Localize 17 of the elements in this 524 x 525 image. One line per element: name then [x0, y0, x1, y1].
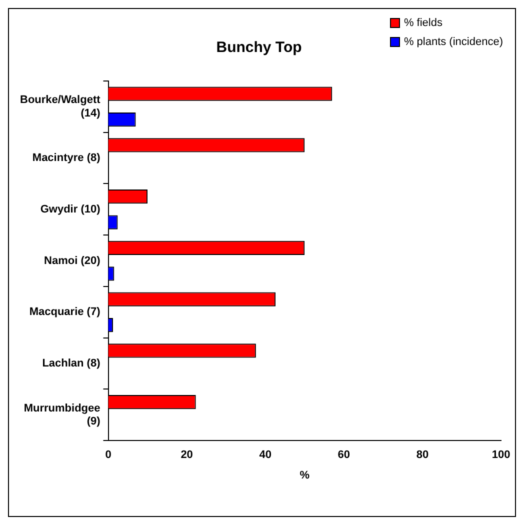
x-axis-title: %	[300, 469, 310, 482]
chart-title: Bunchy Top	[216, 39, 302, 56]
legend-label: % plants (incidence)	[404, 36, 503, 48]
y-tick-label: Lachlan (8)	[42, 358, 101, 370]
y-tick-label: Namoi (20)	[44, 254, 101, 267]
x-tick-label: 20	[180, 449, 193, 462]
y-tick-label: Macintyre (8)	[32, 152, 101, 164]
x-tick-label: 80	[416, 449, 429, 462]
x-tick-label: 100	[492, 449, 510, 462]
y-tick-label: Gwydir (10)	[40, 203, 101, 216]
x-tick-label: 0	[105, 449, 112, 462]
x-tick-label: 60	[338, 449, 350, 462]
y-tick-label: Murrumbidgee (9)	[24, 402, 101, 428]
y-tick-label: Macquarie (7)	[29, 306, 101, 318]
legend-label: % fields	[404, 17, 442, 29]
x-tick-label: 40	[259, 449, 272, 462]
y-tick-label: Bourke/Walgett (14)	[20, 94, 101, 120]
